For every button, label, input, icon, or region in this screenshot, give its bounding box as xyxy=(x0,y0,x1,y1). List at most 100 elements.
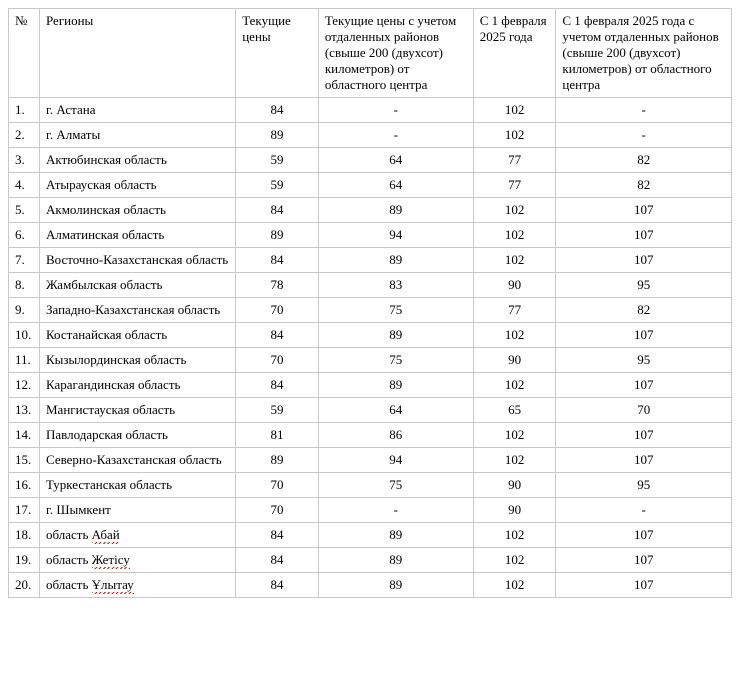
cell-cur: 70 xyxy=(236,348,319,373)
table-row: 1.г. Астана84-102- xyxy=(9,98,732,123)
cell-febw: 107 xyxy=(556,423,732,448)
table-row: 18.область Абай8489102107 xyxy=(9,523,732,548)
table-row: 12.Карагандинская область8489102107 xyxy=(9,373,732,398)
cell-febw: 107 xyxy=(556,323,732,348)
cell-num: 7. xyxy=(9,248,40,273)
cell-cur: 81 xyxy=(236,423,319,448)
cell-region: Павлодарская область xyxy=(39,423,235,448)
cell-num: 13. xyxy=(9,398,40,423)
cell-feb: 102 xyxy=(473,548,556,573)
cell-cur: 84 xyxy=(236,98,319,123)
col-header-febw: С 1 февраля 2025 года с учетом отдаленны… xyxy=(556,9,732,98)
cell-curw: - xyxy=(318,498,473,523)
cell-num: 14. xyxy=(9,423,40,448)
cell-num: 17. xyxy=(9,498,40,523)
col-header-feb: С 1 февраля 2025 года xyxy=(473,9,556,98)
cell-num: 12. xyxy=(9,373,40,398)
cell-num: 1. xyxy=(9,98,40,123)
cell-febw: 107 xyxy=(556,448,732,473)
cell-feb: 77 xyxy=(473,148,556,173)
cell-cur: 84 xyxy=(236,373,319,398)
cell-num: 18. xyxy=(9,523,40,548)
cell-curw: 64 xyxy=(318,173,473,198)
cell-curw: - xyxy=(318,123,473,148)
table-row: 11.Кызылординская область70759095 xyxy=(9,348,732,373)
cell-feb: 90 xyxy=(473,473,556,498)
cell-curw: 83 xyxy=(318,273,473,298)
cell-febw: 70 xyxy=(556,398,732,423)
cell-num: 11. xyxy=(9,348,40,373)
table-row: 13.Мангистауская область59646570 xyxy=(9,398,732,423)
cell-num: 3. xyxy=(9,148,40,173)
cell-region: г. Алматы xyxy=(39,123,235,148)
cell-curw: 94 xyxy=(318,448,473,473)
cell-febw: 82 xyxy=(556,148,732,173)
cell-feb: 102 xyxy=(473,223,556,248)
cell-feb: 90 xyxy=(473,348,556,373)
cell-curw: 94 xyxy=(318,223,473,248)
cell-num: 16. xyxy=(9,473,40,498)
cell-cur: 84 xyxy=(236,198,319,223)
cell-febw: - xyxy=(556,98,732,123)
cell-cur: 84 xyxy=(236,323,319,348)
cell-curw: 89 xyxy=(318,323,473,348)
cell-region: Атырауская область xyxy=(39,173,235,198)
cell-feb: 102 xyxy=(473,123,556,148)
cell-region: Мангистауская область xyxy=(39,398,235,423)
col-header-region: Регионы xyxy=(39,9,235,98)
table-row: 3.Актюбинская область59647782 xyxy=(9,148,732,173)
cell-febw: 107 xyxy=(556,523,732,548)
cell-region: область Абай xyxy=(39,523,235,548)
cell-region: г. Шымкент xyxy=(39,498,235,523)
cell-num: 10. xyxy=(9,323,40,348)
cell-num: 8. xyxy=(9,273,40,298)
table-row: 20.область Ұлытау8489102107 xyxy=(9,573,732,598)
table-row: 2.г. Алматы89-102- xyxy=(9,123,732,148)
cell-cur: 70 xyxy=(236,498,319,523)
table-row: 17.г. Шымкент70-90- xyxy=(9,498,732,523)
cell-curw: 64 xyxy=(318,398,473,423)
cell-num: 6. xyxy=(9,223,40,248)
price-table: № Регионы Текущие цены Текущие цены с уч… xyxy=(8,8,732,598)
table-row: 16.Туркестанская область70759095 xyxy=(9,473,732,498)
cell-curw: 89 xyxy=(318,198,473,223)
cell-febw: 107 xyxy=(556,198,732,223)
cell-cur: 84 xyxy=(236,248,319,273)
cell-curw: 75 xyxy=(318,298,473,323)
cell-region: Северно-Казахстанская область xyxy=(39,448,235,473)
table-row: 19.область Жетісу8489102107 xyxy=(9,548,732,573)
table-row: 9.Западно-Казахстанская область70757782 xyxy=(9,298,732,323)
cell-cur: 59 xyxy=(236,148,319,173)
cell-cur: 70 xyxy=(236,473,319,498)
cell-region: Карагандинская область xyxy=(39,373,235,398)
cell-curw: 89 xyxy=(318,248,473,273)
cell-feb: 102 xyxy=(473,248,556,273)
cell-curw: 86 xyxy=(318,423,473,448)
cell-feb: 77 xyxy=(473,173,556,198)
cell-cur: 84 xyxy=(236,523,319,548)
cell-feb: 102 xyxy=(473,198,556,223)
cell-curw: 89 xyxy=(318,573,473,598)
table-header-row: № Регионы Текущие цены Текущие цены с уч… xyxy=(9,9,732,98)
col-header-num: № xyxy=(9,9,40,98)
cell-febw: 107 xyxy=(556,548,732,573)
cell-num: 2. xyxy=(9,123,40,148)
cell-cur: 84 xyxy=(236,548,319,573)
table-row: 6.Алматинская область8994102107 xyxy=(9,223,732,248)
cell-region: область Жетісу xyxy=(39,548,235,573)
cell-curw: 64 xyxy=(318,148,473,173)
table-row: 5.Акмолинская область8489102107 xyxy=(9,198,732,223)
cell-region: Западно-Казахстанская область xyxy=(39,298,235,323)
cell-cur: 84 xyxy=(236,573,319,598)
cell-region: Туркестанская область xyxy=(39,473,235,498)
cell-febw: 107 xyxy=(556,223,732,248)
cell-curw: 89 xyxy=(318,523,473,548)
cell-febw: 107 xyxy=(556,248,732,273)
cell-febw: 82 xyxy=(556,173,732,198)
cell-feb: 102 xyxy=(473,523,556,548)
cell-num: 9. xyxy=(9,298,40,323)
cell-feb: 102 xyxy=(473,373,556,398)
cell-cur: 59 xyxy=(236,398,319,423)
cell-num: 5. xyxy=(9,198,40,223)
cell-region: Восточно-Казахстанская область xyxy=(39,248,235,273)
